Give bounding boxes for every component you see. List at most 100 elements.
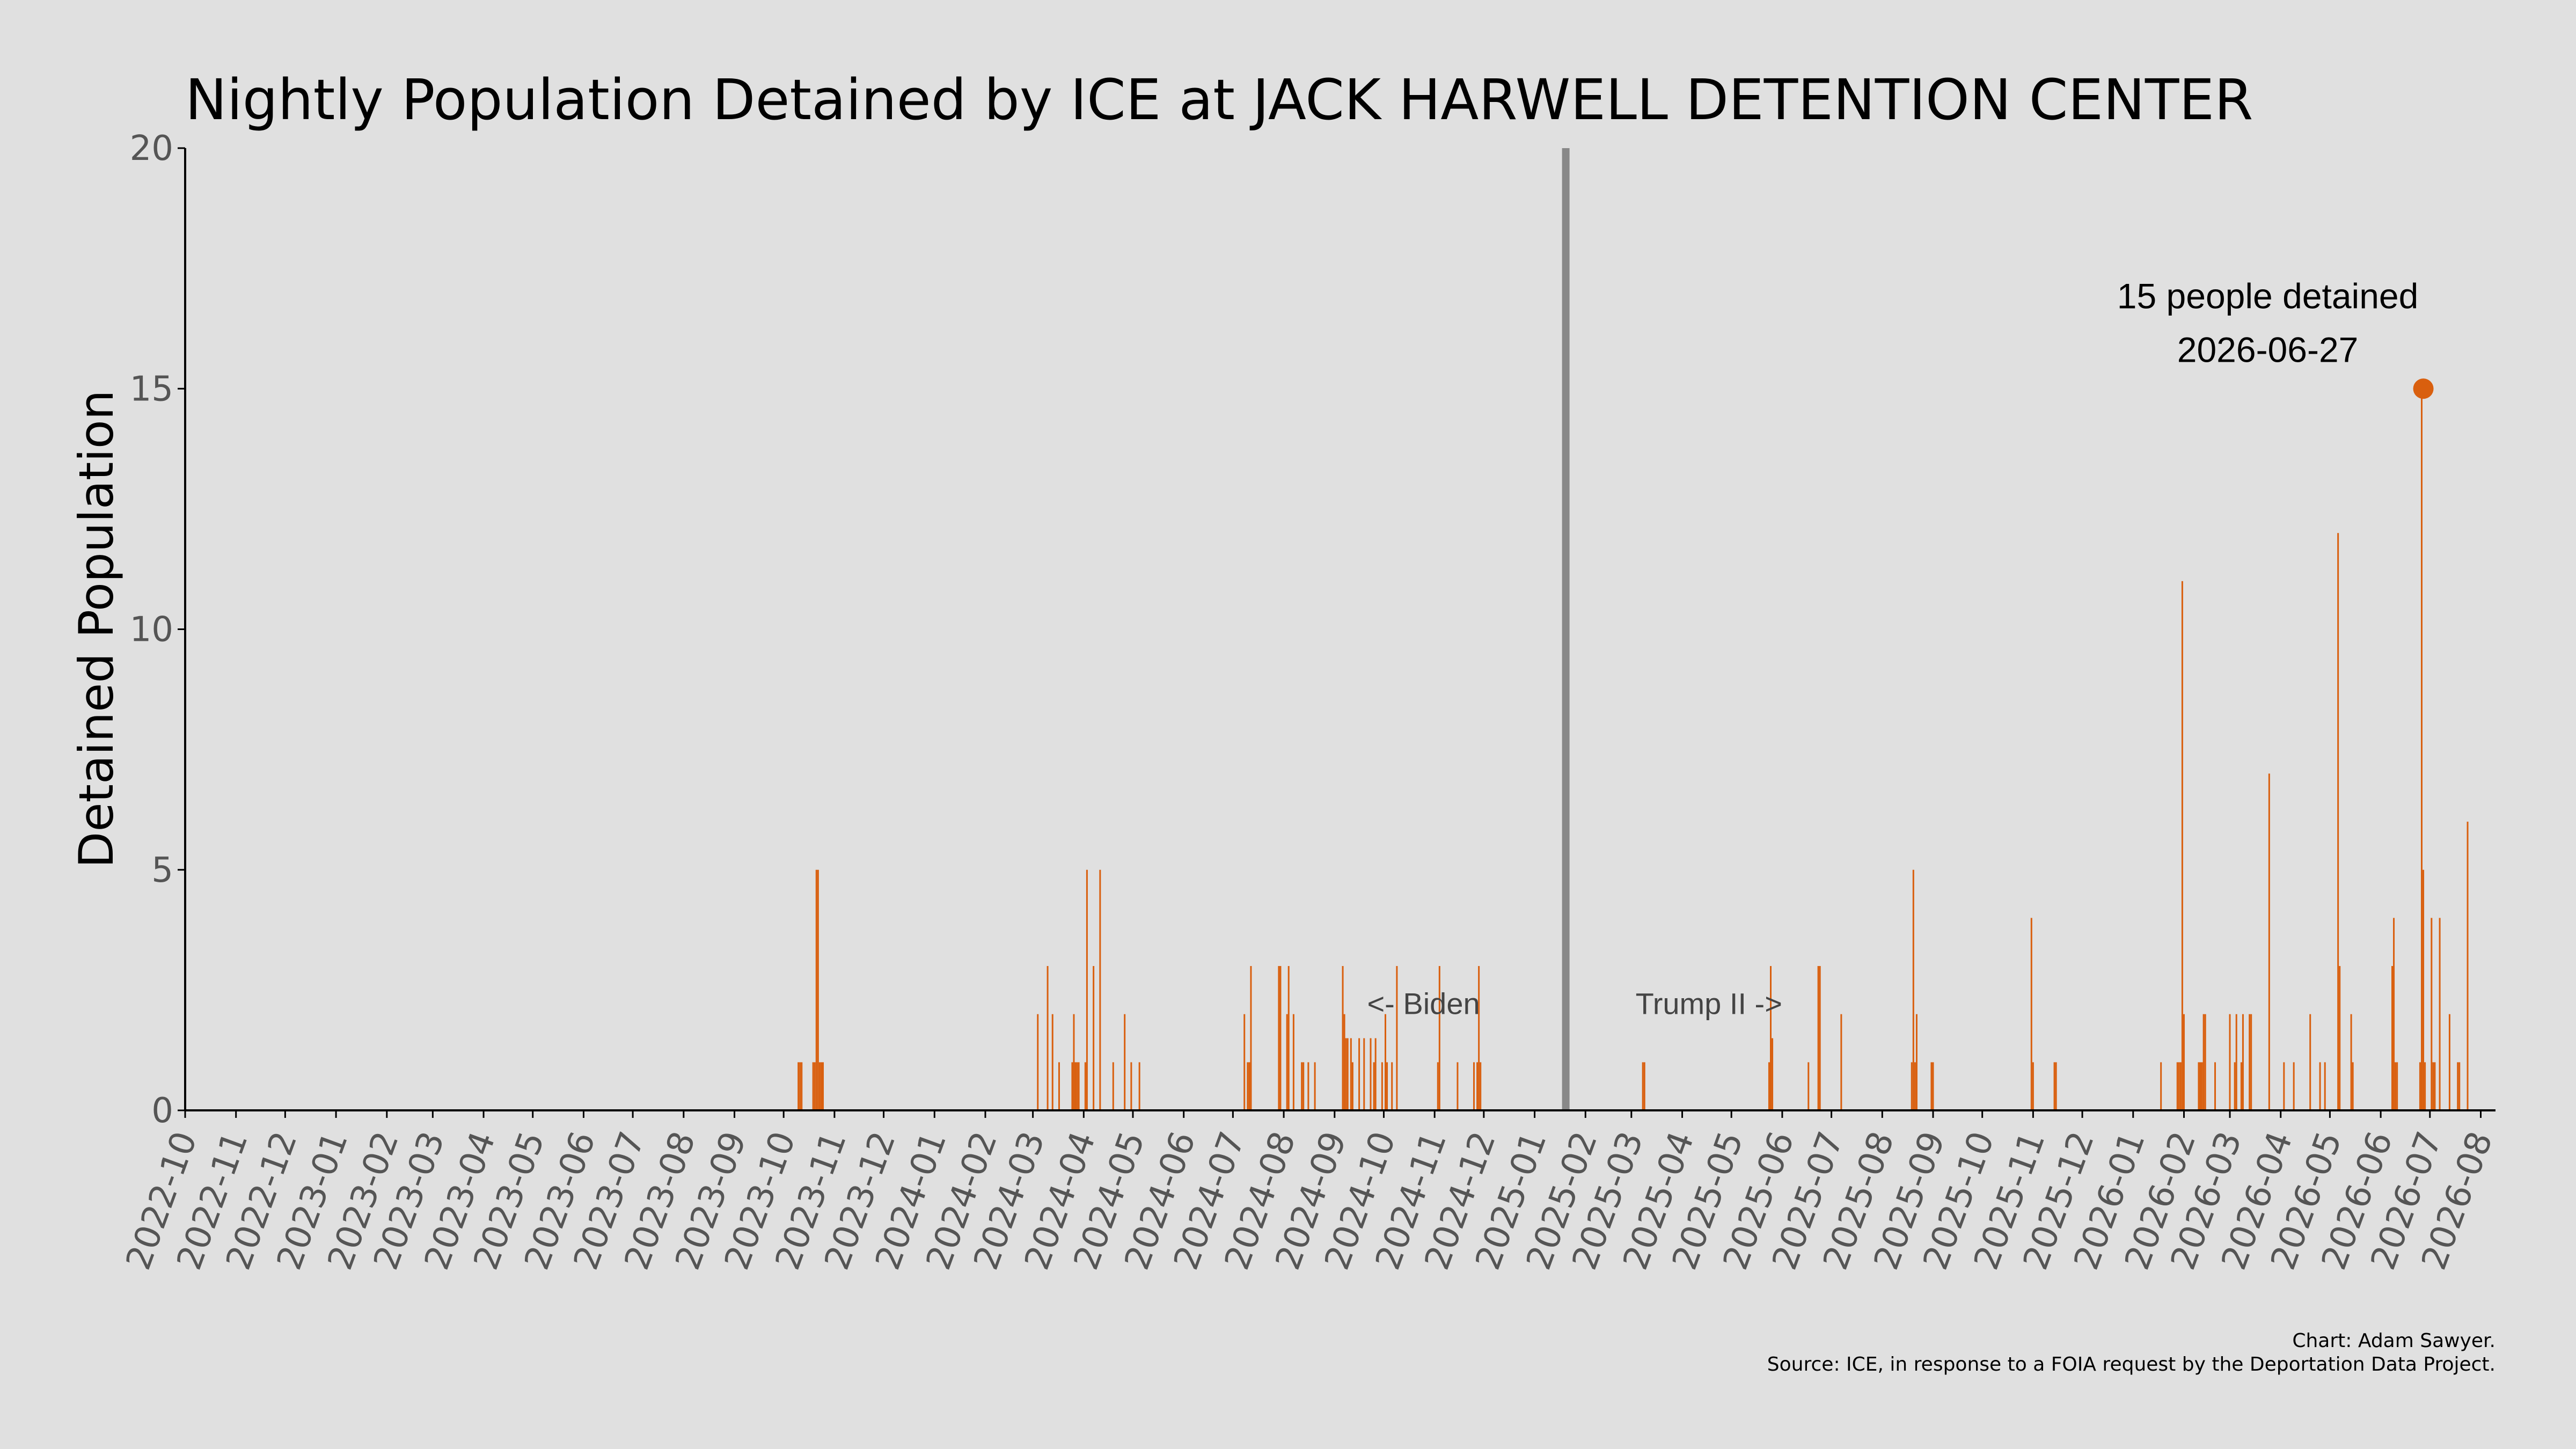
bar [822,1062,824,1110]
bar [1346,1038,1349,1110]
bar [2201,1062,2203,1110]
bar [2350,1014,2352,1110]
bar [1250,966,1252,1110]
bar [1932,1062,1934,1110]
bar [2202,1014,2205,1110]
bar [1071,1062,1073,1110]
bar [812,1062,814,1110]
bar [1076,1062,1078,1110]
bar [799,1062,801,1110]
bar [2229,1014,2231,1110]
bar [1130,1062,1132,1110]
bar [1770,966,1772,1110]
bar [1112,1062,1114,1110]
bar [2457,1062,2459,1110]
bar [1093,966,1095,1110]
bar [1363,1038,1365,1110]
bar [2240,1062,2242,1110]
bar [1840,1014,1842,1110]
bar [1302,1062,1305,1110]
bar [801,1062,803,1110]
bar [1643,1062,1645,1110]
bar [1373,1062,1375,1110]
bar [1358,1038,1360,1110]
y-tick-label: 0 [151,1091,173,1131]
bar [1051,1014,1053,1110]
bar [2395,1062,2397,1110]
bar [1099,869,1101,1110]
bar [2178,1062,2180,1110]
bar [2160,1062,2162,1110]
bar [1078,1062,1080,1110]
bar [2467,822,2469,1110]
bar [1342,966,1344,1110]
bar [2424,1062,2426,1110]
bar [1642,1062,1644,1110]
bar [1768,1062,1770,1110]
bar [1307,1062,1309,1110]
bar [1073,1014,1075,1110]
peak-annotation-line1: 15 people detained [2117,276,2419,316]
y-axis-label: Detained Population [69,390,124,868]
bar [1350,1038,1352,1110]
bar [2458,1062,2461,1110]
bar [1438,966,1440,1110]
bar [2393,918,2395,1110]
bar [2319,1062,2321,1110]
y-tick-label: 5 [151,851,173,890]
bar [1912,869,1914,1110]
bar [2423,869,2425,1110]
bar [1391,1062,1393,1110]
chart-title: Nightly Population Detained by ICE at JA… [185,67,2253,133]
bar [2432,1062,2434,1110]
bar [1314,1062,1316,1110]
bar [2242,1014,2244,1110]
bar [1437,1062,1439,1110]
chart-credit: Chart: Adam Sawyer. [2292,1330,2496,1352]
bar [815,869,817,1110]
bar [818,1062,821,1110]
bar [1074,1062,1077,1110]
bar [2431,918,2433,1110]
bar [1370,1038,1372,1110]
bar [2030,918,2032,1110]
bar [2293,1062,2295,1110]
bar [1037,1014,1039,1110]
bar [2055,1062,2057,1110]
bar [2214,1062,2216,1110]
bar [1345,1038,1347,1110]
bar [1286,1014,1288,1110]
y-tick-label: 15 [130,369,173,409]
bar [2250,1014,2252,1110]
bar [1351,1062,1353,1110]
bar [2199,1062,2201,1110]
x-ticks-layer: 2022-102022-112022-122023-012023-022023-… [119,1110,2501,1275]
bar [2183,1014,2185,1110]
bar [2181,581,2183,1110]
bar [2352,1062,2354,1110]
bar [1248,1062,1250,1110]
bar [1278,966,1280,1110]
bar [2396,1062,2398,1110]
bar [1914,1062,1916,1110]
bar [2234,1062,2236,1110]
bar [2324,1062,2326,1110]
bar [2283,1062,2285,1110]
bar [2439,918,2441,1110]
bar [2419,1062,2421,1110]
bar [1915,1014,1918,1110]
bar [1381,1062,1383,1110]
bar [2309,1014,2311,1110]
bar [2391,966,2393,1110]
bar [1384,1014,1386,1110]
bar [1243,1014,1246,1110]
bar [1396,966,1398,1110]
trump-era-annotation: Trump II -> [1636,987,1782,1021]
bar [2176,1062,2178,1110]
bar [1086,869,1088,1110]
bar [1473,1062,1475,1110]
bar [1374,1038,1377,1110]
bar [1386,1062,1388,1110]
bar [2235,1014,2237,1110]
bars-layer [797,389,2469,1111]
